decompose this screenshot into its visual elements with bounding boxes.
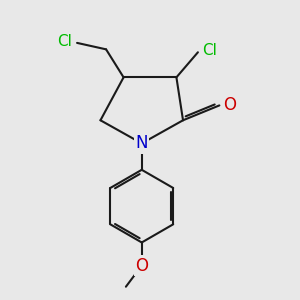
- Text: O: O: [224, 96, 236, 114]
- Text: N: N: [136, 134, 148, 152]
- Text: Cl: Cl: [202, 43, 217, 58]
- Text: Cl: Cl: [57, 34, 72, 49]
- Text: O: O: [135, 256, 148, 274]
